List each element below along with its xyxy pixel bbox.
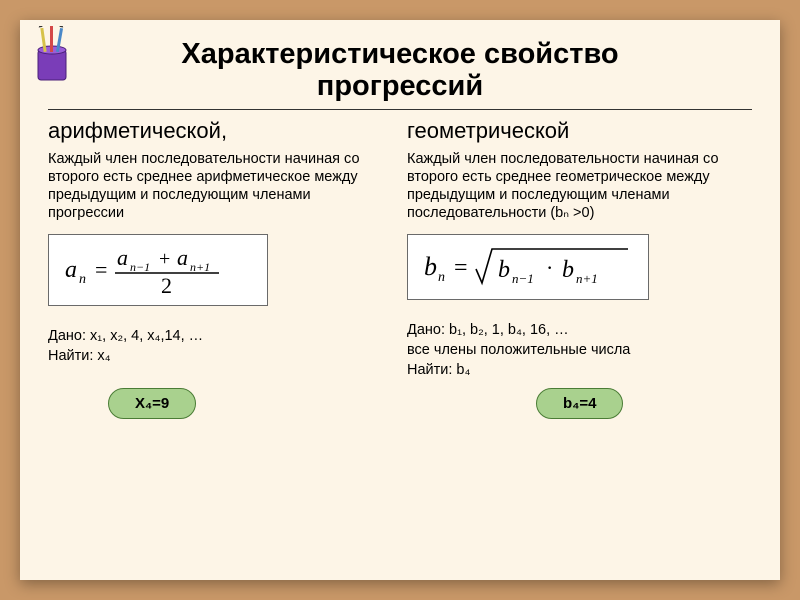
given-right-line2: все члены положительные числа	[407, 342, 630, 358]
svg-text:a: a	[117, 245, 128, 270]
svg-text:·: ·	[546, 255, 553, 280]
subhead-row: арифметической, геометрической	[48, 118, 752, 144]
pencils-cup-icon	[26, 26, 78, 84]
answers-row: X₄=9 b₄=4	[48, 388, 752, 419]
svg-text:n+1: n+1	[190, 260, 210, 274]
slide: Характеристическое свойство прогрессий а…	[20, 20, 780, 580]
given-geometric: Дано: b₁, b₂, 1, b₄, 16, … все члены пол…	[407, 321, 752, 380]
desc-arithmetic: Каждый член последовательности начиная с…	[48, 150, 393, 223]
svg-text:+: +	[159, 248, 170, 270]
columns: Каждый член последовательности начиная с…	[48, 150, 752, 388]
column-geometric: Каждый член последовательности начиная с…	[407, 150, 752, 388]
svg-text:n−1: n−1	[130, 260, 150, 274]
answer-col-right: b₄=4	[406, 388, 752, 419]
svg-text:=: =	[95, 257, 107, 282]
formula-geometric: b n = b n−1 · b n+1	[407, 234, 649, 300]
subhead-right: геометрической	[407, 118, 752, 144]
page-title: Характеристическое свойство прогрессий	[48, 38, 752, 103]
title-underline	[48, 109, 752, 110]
desc-geometric: Каждый член последовательности начиная с…	[407, 150, 752, 223]
given-left-line1: Дано: x₁, x₂, 4, x₄,14, …	[48, 328, 203, 344]
answer-col-left: X₄=9	[48, 388, 392, 419]
svg-text:b: b	[498, 257, 510, 283]
answer-arithmetic: X₄=9	[108, 388, 196, 419]
svg-text:n: n	[438, 270, 445, 285]
svg-text:b: b	[562, 257, 574, 283]
svg-text:=: =	[454, 255, 468, 281]
svg-text:2: 2	[161, 273, 172, 297]
svg-text:n−1: n−1	[512, 271, 534, 286]
title-line-2: прогрессий	[317, 70, 483, 102]
svg-text:n: n	[79, 272, 86, 287]
formula-arithmetic: a n = a n−1 + a n+1 2	[48, 234, 268, 306]
title-line-1: Характеристическое свойство	[181, 38, 618, 70]
given-right-line3: Найти: b₄	[407, 362, 470, 378]
answer-geometric: b₄=4	[536, 388, 623, 419]
given-right-line1: Дано: b₁, b₂, 1, b₄, 16, …	[407, 322, 569, 338]
svg-text:n+1: n+1	[576, 271, 598, 286]
given-left-line2: Найти: x₄	[48, 348, 111, 364]
svg-text:a: a	[177, 245, 188, 270]
svg-text:a: a	[65, 257, 77, 283]
given-arithmetic: Дано: x₁, x₂, 4, x₄,14, … Найти: x₄	[48, 327, 393, 366]
subhead-left: арифметической,	[48, 118, 393, 144]
column-arithmetic: Каждый член последовательности начиная с…	[48, 150, 393, 388]
svg-text:b: b	[424, 252, 437, 281]
